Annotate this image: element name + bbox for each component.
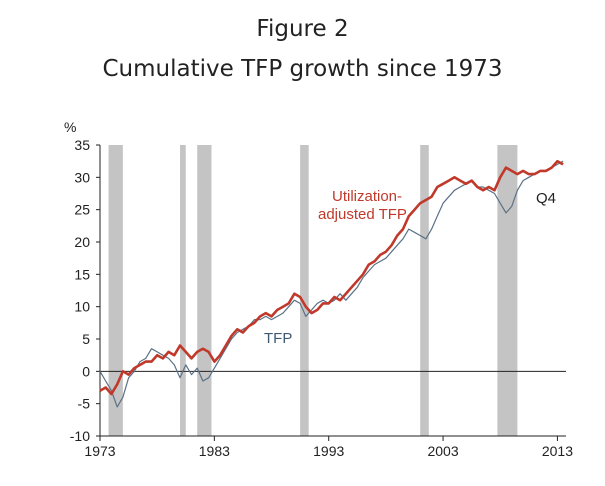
annotation-utilization-1: Utilization- [332, 188, 402, 205]
recession-bar [180, 145, 186, 436]
y-tick-label: 30 [74, 169, 90, 185]
series-line-utilization-adjusted-tfp [99, 159, 564, 396]
y-tick-label: 15 [74, 266, 90, 282]
y-tick-label: 0 [82, 363, 90, 379]
annotation-tfp: TFP [264, 330, 292, 347]
recession-bar [197, 145, 212, 436]
recession-bar [108, 145, 123, 436]
x-tick-label: 1993 [313, 443, 344, 459]
y-axis-label: % [64, 119, 76, 135]
y-tick-label: 20 [74, 234, 90, 250]
y-tick-label: 5 [82, 331, 90, 347]
x-tick-label: 1983 [199, 443, 230, 459]
recession-bar [497, 145, 518, 436]
x-tick-label: 2013 [542, 443, 573, 459]
y-tick-label: 35 [74, 137, 90, 153]
y-tick-label: -5 [78, 396, 91, 412]
x-tick-label: 2003 [427, 443, 458, 459]
chart-title: Cumulative TFP growth since 1973 [102, 56, 503, 82]
figure-number: Figure 2 [256, 16, 349, 42]
x-tick-label: 1973 [84, 443, 115, 459]
y-tick-label: -10 [70, 428, 90, 444]
y-tick-label: 10 [74, 299, 90, 315]
annotation-q4: Q4 [536, 190, 556, 207]
recession-bar [300, 145, 309, 436]
y-tick-label: 25 [74, 202, 90, 218]
annotation-utilization-2: adjusted TFP [318, 206, 407, 223]
recession-bar [420, 145, 429, 436]
